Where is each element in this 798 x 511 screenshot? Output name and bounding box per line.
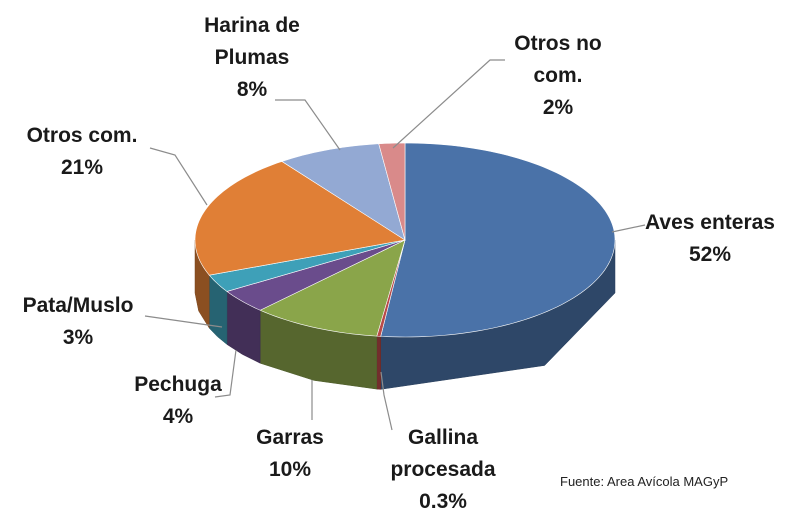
slice-label: Garras 10% [256,422,324,486]
slice [378,142,406,241]
slice-label: Otros com. 21% [27,120,138,184]
value-label: 21% [60,156,104,179]
category-name: Pechuga [134,373,222,396]
category-name: Pata/Muslo [22,294,134,317]
slice-label: Pata/Muslo 3% [23,290,134,354]
slice [226,239,406,311]
category-name: Gallina procesada [390,426,496,481]
value-label: 2% [542,96,574,119]
value-label: 52% [688,243,732,266]
leader-line [149,147,208,206]
slice-side [376,335,381,390]
leader-line [611,224,646,233]
source-note: Fuente: Area Avícola MAGyP [560,474,729,489]
leader-line [144,315,223,328]
slice-label: Gallina procesada 0.3% [383,422,503,511]
slice-label: Harina de Plumas 8% [187,10,317,106]
leader-line [275,99,341,151]
slice [194,161,406,276]
slice-label: Otros no com. 2% [503,28,613,124]
category-name: Garras [256,426,324,449]
slices [194,142,616,390]
slice [380,142,616,338]
slice [281,143,406,241]
value-label: 8% [236,78,268,101]
leader-lines [144,59,646,431]
category-name: Otros com. [26,124,138,147]
value-label: 0.3% [419,490,467,511]
slice-label: Aves enteras 52% [645,207,775,271]
leader-line [214,349,237,398]
category-name: Harina de Plumas [204,14,300,69]
slice [208,239,406,292]
value-label: 3% [62,326,94,349]
value-label: 10% [268,458,312,481]
value-label: 4% [162,405,194,428]
leader-line [392,59,505,149]
category-name: Aves enteras [645,211,775,234]
category-name: Otros no com. [514,32,602,87]
slice-label: Pechuga 4% [134,369,222,433]
slice [259,239,406,337]
leader-line [380,371,393,431]
